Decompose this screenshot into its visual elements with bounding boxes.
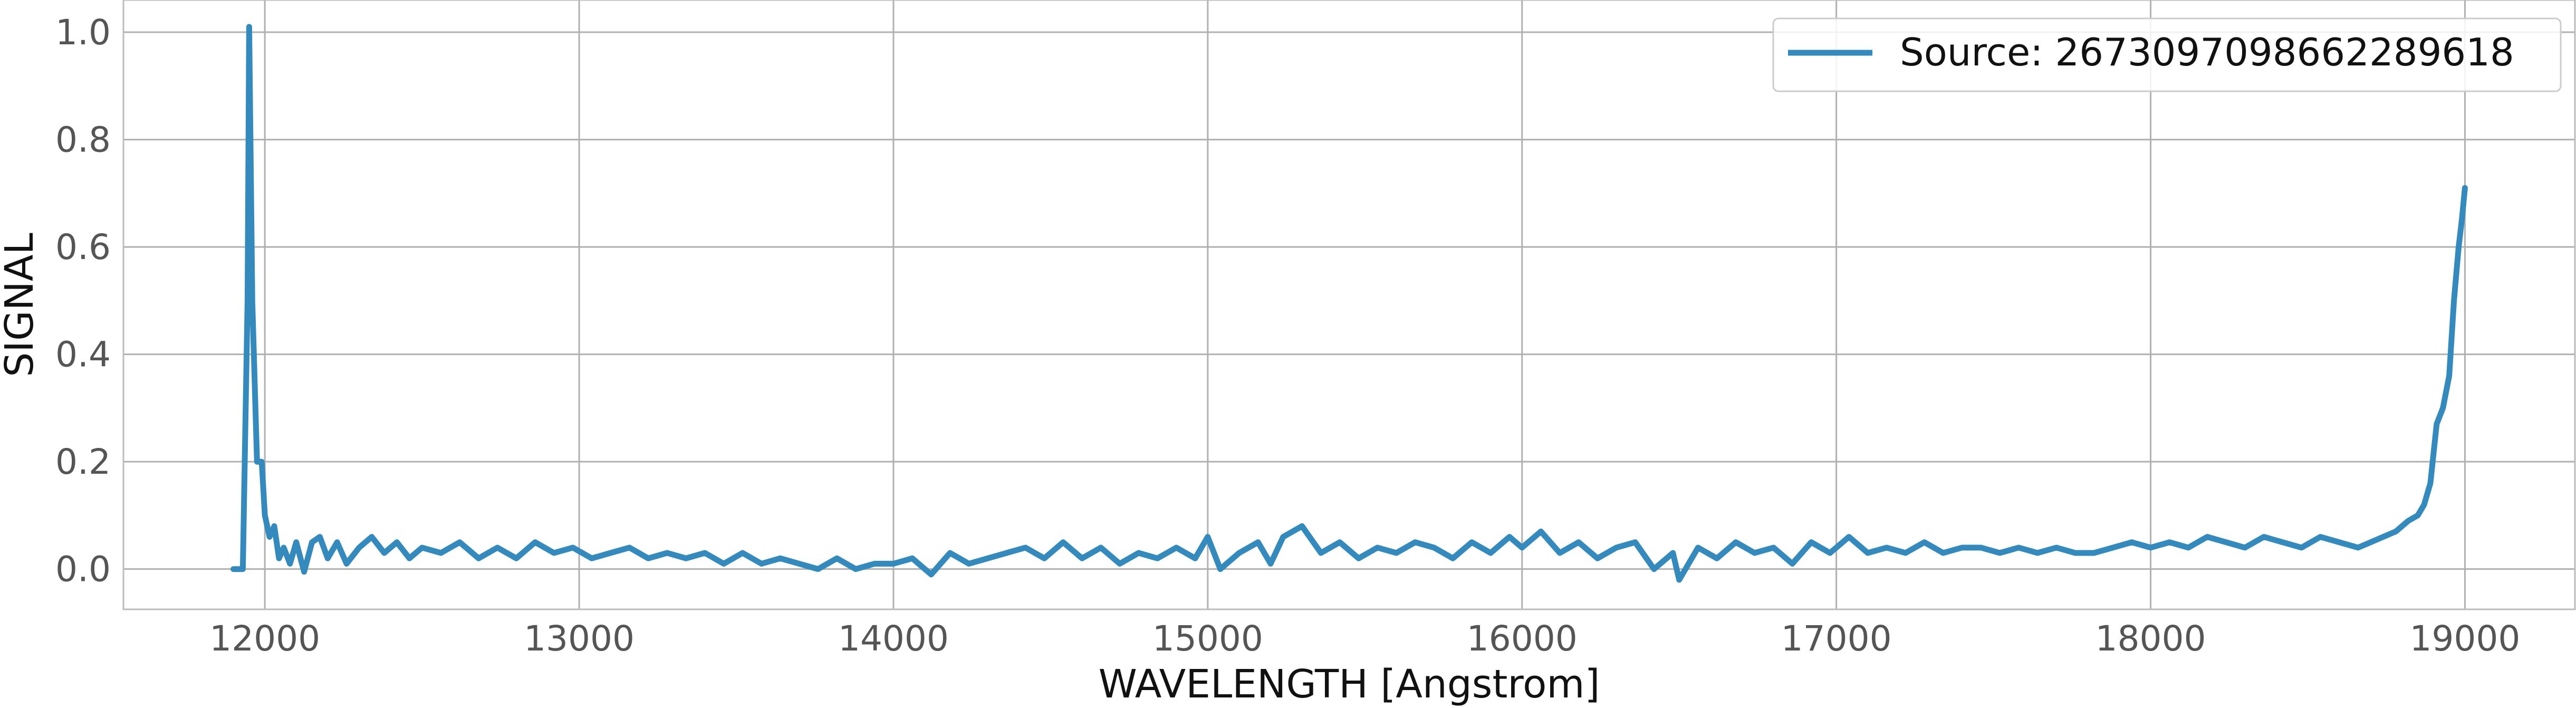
y-tick-label: 1.0 bbox=[55, 12, 111, 53]
y-axis-label: SIGNAL bbox=[0, 233, 42, 377]
y-tick-label: 0.0 bbox=[55, 549, 111, 590]
y-tick-label: 0.4 bbox=[55, 334, 111, 375]
legend-label: Source: 2673097098662289618 bbox=[1900, 30, 2514, 74]
x-tick-label: 14000 bbox=[838, 618, 949, 659]
x-tick-label: 12000 bbox=[209, 618, 320, 659]
x-tick-label: 16000 bbox=[1467, 618, 1578, 659]
x-tick-label: 15000 bbox=[1152, 618, 1263, 659]
series-line bbox=[230, 24, 2468, 583]
grid bbox=[123, 0, 2575, 609]
x-tick-label: 19000 bbox=[2409, 618, 2520, 659]
y-axis-ticks: 0.0 0.2 0.4 0.6 0.8 1.0 bbox=[55, 12, 111, 590]
plot-frame bbox=[122, 0, 2576, 610]
x-axis-ticks: 12000 13000 14000 15000 16000 17000 18000 19000 bbox=[209, 618, 2520, 659]
y-tick-label: 0.2 bbox=[55, 442, 111, 482]
legend-box bbox=[1772, 17, 2562, 92]
legend: Source: 2673097098662289618 bbox=[1772, 17, 2562, 92]
y-tick-label: 0.8 bbox=[55, 120, 111, 160]
x-tick-label: 18000 bbox=[2096, 618, 2206, 659]
x-tick-label: 13000 bbox=[524, 618, 635, 659]
series-layer bbox=[230, 24, 2468, 583]
y-tick-label: 0.6 bbox=[55, 227, 111, 267]
x-axis-label: WAVELENGTH [Angstrom] bbox=[1099, 662, 1600, 707]
x-tick-label: 17000 bbox=[1781, 618, 1892, 659]
